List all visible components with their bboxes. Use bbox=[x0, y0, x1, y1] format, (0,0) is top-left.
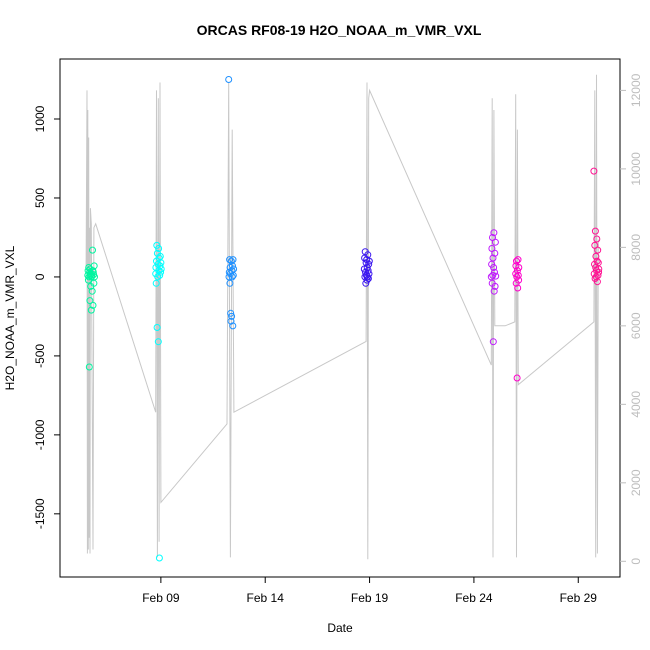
flight-series-3 bbox=[225, 76, 238, 330]
data-point bbox=[489, 338, 497, 346]
data-point bbox=[364, 251, 372, 259]
data-point bbox=[490, 287, 498, 295]
flight-series-6 bbox=[512, 256, 523, 382]
data-point bbox=[592, 252, 600, 260]
data-point bbox=[591, 227, 599, 235]
x-axis: Feb 09 Feb 14 Feb 19 Feb 24 Feb 29 bbox=[142, 577, 597, 605]
y-tick-label: -1500 bbox=[33, 498, 47, 529]
data-point bbox=[595, 265, 603, 273]
y-tick-label: 500 bbox=[33, 188, 47, 208]
data-point bbox=[89, 301, 97, 309]
y-axis-label: H2O_NOAA_m_VMR_VXL bbox=[3, 245, 17, 390]
x-tick-label: Feb 19 bbox=[351, 591, 389, 605]
chart-title: ORCAS RF08-19 H2O_NOAA_m_VMR_VXL bbox=[197, 22, 482, 38]
plot-frame bbox=[59, 58, 621, 578]
y-tick-label: -500 bbox=[33, 344, 47, 368]
data-point bbox=[228, 312, 236, 320]
y2-tick-label: 8000 bbox=[629, 234, 643, 261]
data-point bbox=[491, 282, 499, 290]
data-point bbox=[514, 256, 522, 264]
data-point bbox=[593, 235, 601, 243]
data-point bbox=[155, 554, 163, 562]
data-point bbox=[89, 246, 96, 254]
data-point bbox=[226, 279, 234, 287]
data-point bbox=[514, 284, 522, 292]
scatter-points-layer bbox=[84, 76, 603, 562]
data-point bbox=[363, 264, 371, 271]
data-point bbox=[227, 317, 235, 325]
x-tick-label: Feb 24 bbox=[455, 591, 493, 605]
data-point bbox=[491, 249, 499, 257]
data-point bbox=[515, 276, 523, 284]
flight-series-1 bbox=[84, 246, 98, 371]
data-point bbox=[229, 322, 237, 330]
data-point bbox=[225, 76, 233, 83]
data-point bbox=[364, 275, 372, 282]
data-point bbox=[593, 257, 601, 265]
y2-tick-label: 0 bbox=[629, 558, 643, 565]
data-point bbox=[365, 257, 373, 265]
data-point bbox=[227, 257, 235, 265]
y-axis-left: -1500 -1000 -500 0 500 1000 bbox=[33, 105, 60, 529]
data-point bbox=[156, 271, 164, 279]
flight-series-7 bbox=[590, 167, 603, 286]
y2-tick-label: 12000 bbox=[629, 73, 643, 107]
flight-series-2 bbox=[152, 241, 165, 562]
data-point bbox=[85, 363, 93, 371]
data-point bbox=[594, 246, 602, 254]
x-axis-label: Date bbox=[327, 621, 353, 635]
data-point bbox=[487, 273, 495, 281]
x-tick-label: Feb 29 bbox=[560, 591, 598, 605]
data-point bbox=[491, 238, 499, 246]
data-point bbox=[490, 229, 498, 237]
data-point bbox=[590, 167, 598, 175]
data-point bbox=[491, 268, 498, 276]
data-point bbox=[365, 270, 373, 278]
y-tick-label: 1000 bbox=[33, 105, 47, 132]
data-point bbox=[363, 276, 371, 284]
data-point bbox=[513, 374, 521, 382]
data-point bbox=[88, 287, 96, 295]
data-point bbox=[229, 256, 237, 264]
y2-tick-label: 4000 bbox=[629, 391, 643, 418]
data-point bbox=[514, 271, 522, 279]
y-axis-right: 0 2000 4000 6000 8000 10000 12000 bbox=[620, 73, 643, 565]
data-point bbox=[513, 257, 520, 265]
data-point bbox=[154, 338, 162, 346]
data-point bbox=[489, 254, 497, 262]
y2-tick-label: 6000 bbox=[629, 312, 643, 339]
x-tick-label: Feb 09 bbox=[142, 591, 180, 605]
altitude-line-layer bbox=[85, 74, 599, 560]
flight-series-5 bbox=[487, 229, 500, 346]
data-point bbox=[365, 260, 373, 268]
data-point bbox=[87, 306, 95, 314]
data-point bbox=[228, 273, 236, 281]
data-point bbox=[155, 245, 163, 252]
y2-tick-label: 10000 bbox=[629, 152, 643, 186]
flight-series-4 bbox=[360, 248, 373, 287]
x-tick-label: Feb 14 bbox=[247, 591, 285, 605]
data-point bbox=[515, 264, 523, 271]
data-point bbox=[91, 273, 98, 281]
data-point bbox=[152, 279, 160, 287]
y-tick-label: -1000 bbox=[33, 419, 47, 450]
data-point bbox=[492, 272, 500, 280]
data-point bbox=[595, 268, 603, 276]
y2-tick-label: 2000 bbox=[629, 469, 643, 496]
data-point bbox=[226, 256, 234, 264]
data-point bbox=[155, 254, 163, 262]
data-point bbox=[157, 268, 165, 276]
data-point bbox=[86, 297, 94, 305]
data-point bbox=[157, 265, 165, 273]
data-point bbox=[227, 309, 235, 317]
y-tick-label: 0 bbox=[33, 273, 47, 280]
data-point bbox=[153, 324, 161, 331]
data-point bbox=[230, 265, 238, 273]
data-point bbox=[90, 262, 98, 270]
data-point bbox=[490, 264, 498, 271]
altitude-line bbox=[85, 74, 599, 560]
